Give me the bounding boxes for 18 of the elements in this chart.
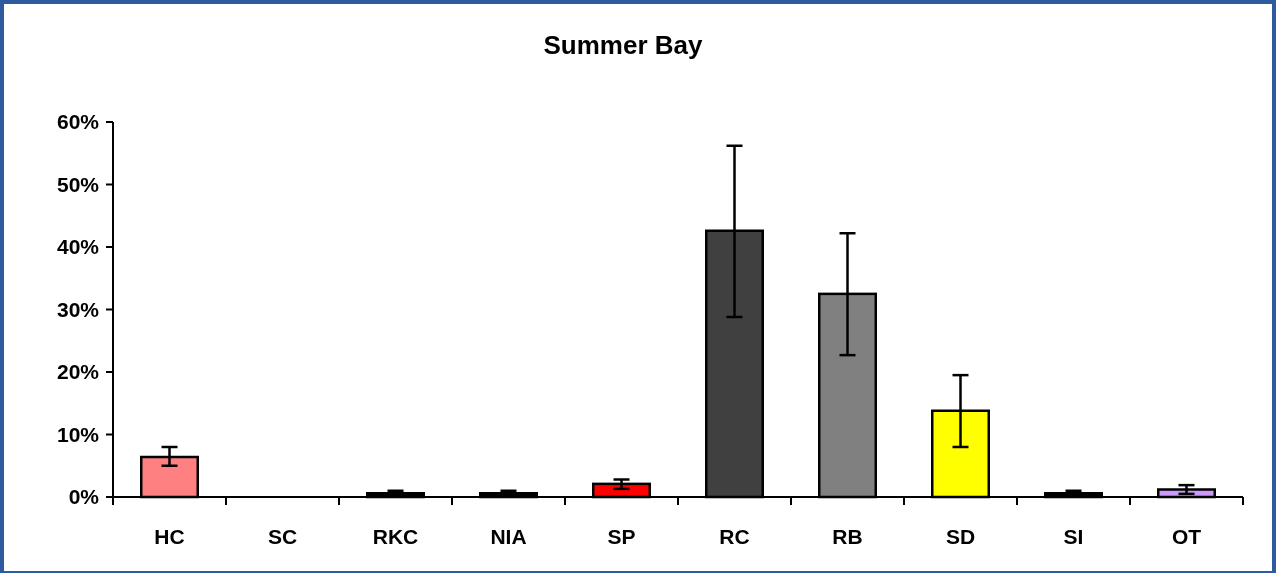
x-tick-label: RB xyxy=(832,525,863,548)
y-tick-label: 50% xyxy=(56,172,100,196)
x-tick-label: SD xyxy=(945,525,976,548)
x-tick-label: SC xyxy=(267,525,298,548)
y-tick-label: 0% xyxy=(68,485,100,509)
y-tick-label: 60% xyxy=(56,110,100,134)
x-tick-label: OT xyxy=(1171,525,1202,548)
x-tick-label: RKC xyxy=(372,525,419,548)
x-tick-label: SI xyxy=(1063,525,1084,548)
y-tick-label: 40% xyxy=(56,235,100,259)
x-tick-label: RC xyxy=(719,525,750,548)
chart-title: Summer Bay xyxy=(543,30,704,60)
y-tick-label: 20% xyxy=(56,360,100,384)
x-tick-label: HC xyxy=(154,525,185,548)
x-tick-label: NIA xyxy=(490,525,527,548)
x-tick-label: SP xyxy=(607,525,636,548)
y-tick-label: 10% xyxy=(56,422,100,446)
y-tick-label: 30% xyxy=(56,297,100,321)
